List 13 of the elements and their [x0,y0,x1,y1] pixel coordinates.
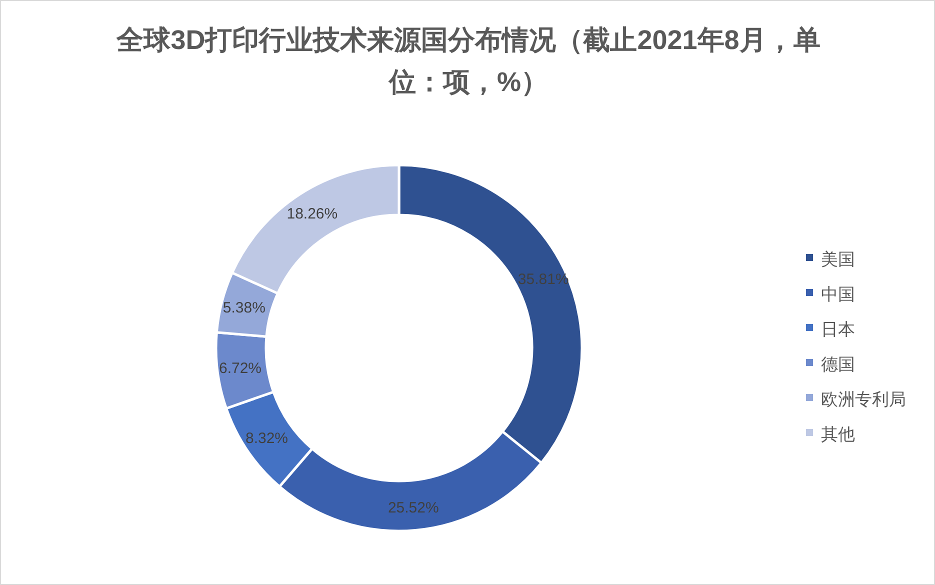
data-label: 18.26% [286,206,338,223]
legend-label: 德国 [821,355,855,374]
chart-title: 全球3D打印行业技术来源国分布情况（截止2021年8月，单位：项，%） [115,24,822,99]
legend-label: 欧洲专利局 [821,390,906,409]
data-label: 8.32% [245,430,288,448]
legend-label: 日本 [821,320,855,339]
legend-label: 中国 [821,285,855,304]
data-label: 25.52% [388,499,439,516]
data-label: 6.72% [218,360,262,378]
legend-label: 其他 [821,425,855,444]
data-label: 5.38% [222,300,266,317]
data-label: 35.81% [518,270,569,288]
legend-label: 美国 [821,250,855,269]
